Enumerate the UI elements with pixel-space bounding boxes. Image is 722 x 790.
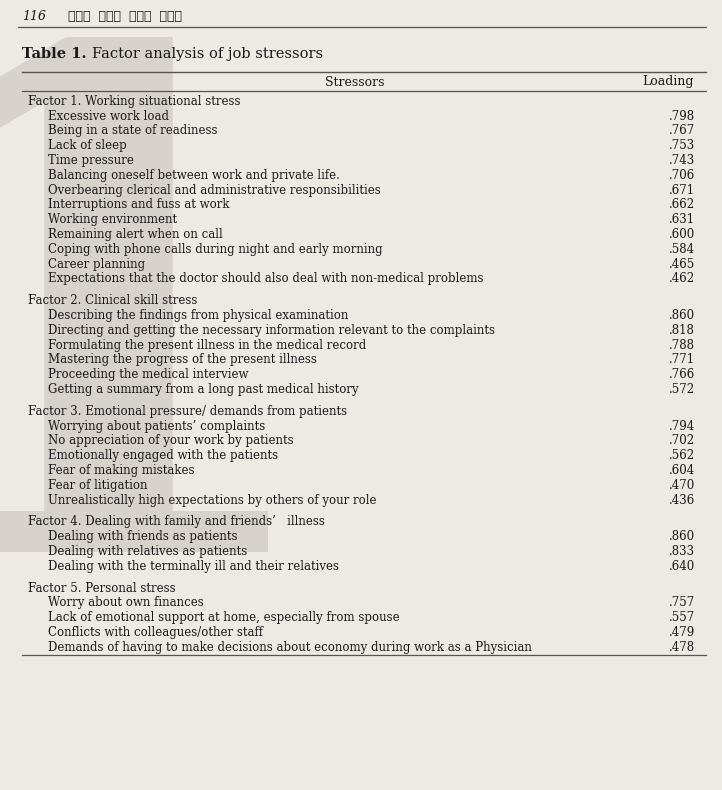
Text: Lack of emotional support at home, especially from spouse: Lack of emotional support at home, espec…	[48, 611, 399, 624]
Text: .766: .766	[669, 368, 695, 382]
Text: Time pressure: Time pressure	[48, 154, 134, 167]
Text: .833: .833	[669, 545, 695, 558]
Text: Worry about own finances: Worry about own finances	[48, 596, 204, 609]
Text: Demands of having to make decisions about economy during work as a Physician: Demands of having to make decisions abou…	[48, 641, 532, 654]
Text: Dealing with the terminally ill and their relatives: Dealing with the terminally ill and thei…	[48, 560, 339, 573]
Text: Proceeding the medical interview: Proceeding the medical interview	[48, 368, 248, 382]
Text: No appreciation of your work by patients: No appreciation of your work by patients	[48, 435, 294, 447]
Text: .462: .462	[669, 273, 695, 285]
Text: Factor 3. Emotional pressure/ demands from patients: Factor 3. Emotional pressure/ demands fr…	[28, 404, 347, 418]
Text: Fear of litigation: Fear of litigation	[48, 479, 147, 492]
Text: .662: .662	[669, 198, 695, 212]
Text: 1: 1	[0, 24, 336, 695]
Text: Loading: Loading	[643, 76, 694, 88]
Text: .640: .640	[669, 560, 695, 573]
Text: .743: .743	[669, 154, 695, 167]
Text: Factor 1. Working situational stress: Factor 1. Working situational stress	[28, 95, 240, 108]
Text: Fear of making mistakes: Fear of making mistakes	[48, 464, 194, 477]
Text: .470: .470	[669, 479, 695, 492]
Text: Table 1.: Table 1.	[22, 47, 87, 61]
Text: .562: .562	[669, 450, 695, 462]
Text: 呂牂鴻  高美英  陳秀蓉  王長偉: 呂牂鴻 高美英 陳秀蓉 王長偉	[68, 9, 182, 22]
Text: .557: .557	[669, 611, 695, 624]
Text: .788: .788	[669, 339, 695, 352]
Text: Conflicts with colleagues/other staff: Conflicts with colleagues/other staff	[48, 626, 263, 639]
Text: Mastering the progress of the present illness: Mastering the progress of the present il…	[48, 353, 317, 367]
Text: .572: .572	[669, 383, 695, 396]
Text: Overbearing clerical and administrative responsibilities: Overbearing clerical and administrative …	[48, 183, 380, 197]
Text: Being in a state of readiness: Being in a state of readiness	[48, 125, 217, 137]
Text: .818: .818	[669, 324, 695, 337]
Text: Unrealistically high expectations by others of your role: Unrealistically high expectations by oth…	[48, 494, 376, 506]
Text: .478: .478	[669, 641, 695, 654]
Text: 116: 116	[22, 9, 46, 22]
Text: .702: .702	[669, 435, 695, 447]
Text: Dealing with relatives as patients: Dealing with relatives as patients	[48, 545, 247, 558]
Text: Factor 4. Dealing with family and friends’   illness: Factor 4. Dealing with family and friend…	[28, 515, 325, 529]
Text: .706: .706	[669, 169, 695, 182]
Text: .631: .631	[669, 213, 695, 226]
Text: Career planning: Career planning	[48, 258, 145, 271]
Text: Interruptions and fuss at work: Interruptions and fuss at work	[48, 198, 230, 212]
Text: .757: .757	[669, 596, 695, 609]
Text: Excessive work load: Excessive work load	[48, 110, 169, 122]
Text: Directing and getting the necessary information relevant to the complaints: Directing and getting the necessary info…	[48, 324, 495, 337]
Text: Working environment: Working environment	[48, 213, 177, 226]
Text: Lack of sleep: Lack of sleep	[48, 139, 127, 152]
Text: .767: .767	[669, 125, 695, 137]
Text: .600: .600	[669, 228, 695, 241]
Text: Worrying about patients’ complaints: Worrying about patients’ complaints	[48, 419, 265, 433]
Text: .465: .465	[669, 258, 695, 271]
Text: Expectations that the doctor should also deal with non-medical problems: Expectations that the doctor should also…	[48, 273, 484, 285]
Text: Dealing with friends as patients: Dealing with friends as patients	[48, 530, 238, 544]
Text: .860: .860	[669, 309, 695, 322]
Text: .479: .479	[669, 626, 695, 639]
Text: .671: .671	[669, 183, 695, 197]
Text: Remaining alert when on call: Remaining alert when on call	[48, 228, 223, 241]
Text: Describing the findings from physical examination: Describing the findings from physical ex…	[48, 309, 349, 322]
Text: Formulating the present illness in the medical record: Formulating the present illness in the m…	[48, 339, 366, 352]
Text: Factor analysis of job stressors: Factor analysis of job stressors	[92, 47, 323, 61]
Text: .584: .584	[669, 243, 695, 256]
Text: .798: .798	[669, 110, 695, 122]
Text: .860: .860	[669, 530, 695, 544]
Text: .753: .753	[669, 139, 695, 152]
Text: .794: .794	[669, 419, 695, 433]
Text: .436: .436	[669, 494, 695, 506]
Text: Getting a summary from a long past medical history: Getting a summary from a long past medic…	[48, 383, 359, 396]
Text: Factor 2. Clinical skill stress: Factor 2. Clinical skill stress	[28, 294, 197, 307]
Text: Factor 5. Personal stress: Factor 5. Personal stress	[28, 581, 175, 595]
Text: .604: .604	[669, 464, 695, 477]
Text: Emotionally engaged with the patients: Emotionally engaged with the patients	[48, 450, 278, 462]
Text: Stressors: Stressors	[325, 76, 385, 88]
Text: Coping with phone calls during night and early morning: Coping with phone calls during night and…	[48, 243, 383, 256]
Text: .771: .771	[669, 353, 695, 367]
Text: Balancing oneself between work and private life.: Balancing oneself between work and priva…	[48, 169, 340, 182]
